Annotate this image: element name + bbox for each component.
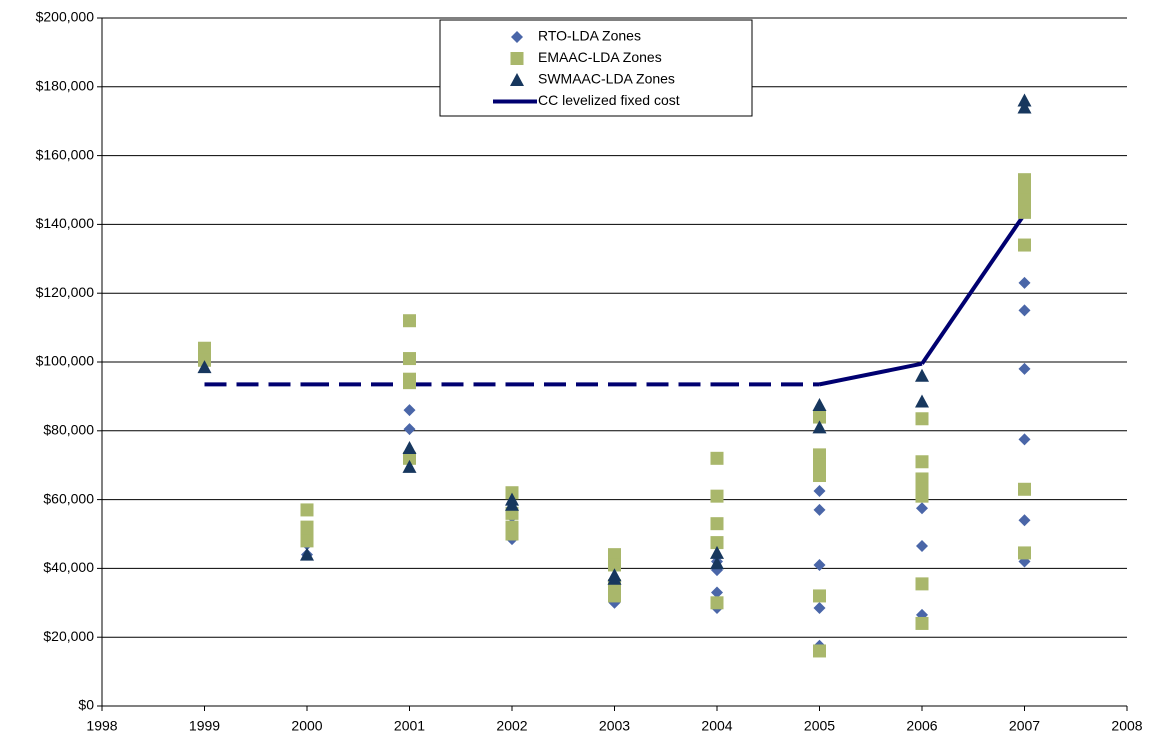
point xyxy=(1018,173,1031,187)
point xyxy=(915,472,929,486)
point xyxy=(915,368,929,382)
point xyxy=(915,577,929,591)
y-tick-label: $140,000 xyxy=(36,215,95,231)
point xyxy=(812,420,827,434)
y-tick-label: $80,000 xyxy=(43,422,94,438)
point xyxy=(1018,193,1031,207)
x-tick-label: 1998 xyxy=(86,718,117,734)
x-tick-label: 2005 xyxy=(804,718,835,734)
legend-label: CC levelized fixed cost xyxy=(538,92,680,108)
point xyxy=(813,558,826,571)
point xyxy=(813,485,826,497)
point xyxy=(812,398,827,411)
point xyxy=(608,558,621,572)
point xyxy=(710,489,724,503)
legend-marker xyxy=(510,52,524,65)
legend-marker xyxy=(511,31,523,43)
legend-marker xyxy=(510,73,524,86)
point xyxy=(813,589,826,603)
cost-line xyxy=(819,361,923,387)
point xyxy=(710,536,724,550)
point xyxy=(1018,514,1031,527)
point xyxy=(403,314,416,328)
y-tick-label: $160,000 xyxy=(36,146,95,162)
point xyxy=(916,502,928,515)
point xyxy=(813,601,826,614)
x-tick-label: 2001 xyxy=(394,718,425,734)
y-tick-label: $200,000 xyxy=(36,9,95,25)
point xyxy=(710,556,724,570)
point xyxy=(915,394,929,408)
point xyxy=(711,586,723,599)
point xyxy=(403,451,416,465)
legend-box xyxy=(439,19,753,117)
point xyxy=(813,644,826,658)
point xyxy=(710,517,724,531)
point xyxy=(813,469,826,483)
x-tick-label: 2007 xyxy=(1009,718,1040,734)
y-tick-label: $40,000 xyxy=(43,559,94,575)
point xyxy=(1018,205,1031,219)
point xyxy=(1018,546,1031,560)
point xyxy=(607,571,622,585)
point xyxy=(402,459,417,473)
x-tick-label: 1999 xyxy=(189,718,220,734)
point xyxy=(608,548,621,562)
x-tick-label: 2002 xyxy=(496,718,527,734)
point xyxy=(710,596,724,610)
point xyxy=(1018,183,1031,197)
point xyxy=(300,547,314,561)
point xyxy=(1017,93,1032,107)
point xyxy=(915,616,929,630)
point xyxy=(915,455,929,469)
point xyxy=(403,404,416,417)
point xyxy=(710,451,724,465)
point xyxy=(710,545,724,559)
point xyxy=(402,441,417,454)
point xyxy=(916,540,928,553)
legend-label: RTO-LDA Zones xyxy=(538,28,641,44)
point xyxy=(505,497,519,511)
point xyxy=(197,360,212,374)
x-tick-label: 2003 xyxy=(599,718,630,734)
point xyxy=(915,412,929,426)
point xyxy=(813,410,826,424)
point xyxy=(1018,276,1031,289)
point xyxy=(813,458,826,472)
point xyxy=(813,503,826,516)
point xyxy=(403,352,416,366)
point xyxy=(1018,304,1031,317)
y-tick-label: $20,000 xyxy=(43,628,94,644)
legend-label: SWMAAC-LDA Zones xyxy=(538,71,675,87)
point xyxy=(1018,433,1031,446)
y-tick-label: $0 xyxy=(78,697,94,713)
y-tick-label: $180,000 xyxy=(36,78,95,94)
y-tick-label: $60,000 xyxy=(43,490,94,506)
point xyxy=(1018,238,1031,252)
cost-line xyxy=(920,212,1027,365)
point xyxy=(300,503,314,517)
point xyxy=(403,423,416,436)
point xyxy=(1017,100,1032,114)
point xyxy=(915,489,929,503)
point xyxy=(505,527,519,541)
legend: RTO-LDA Zones EMAAC-LDA Zones SWMAAC-LDA Z… xyxy=(439,19,753,117)
point xyxy=(300,534,314,548)
point xyxy=(813,448,826,462)
point xyxy=(608,589,621,603)
x-tick-label: 2004 xyxy=(701,718,732,734)
x-tick-label: 2006 xyxy=(906,718,937,734)
point xyxy=(403,376,416,390)
legend-label: EMAAC-LDA Zones xyxy=(538,49,662,65)
y-tick-label: $120,000 xyxy=(36,284,95,300)
point xyxy=(1018,362,1031,375)
x-tick-label: 2000 xyxy=(291,718,322,734)
point xyxy=(1018,482,1031,496)
x-tick-label: 2008 xyxy=(1111,718,1142,734)
y-tick-label: $100,000 xyxy=(36,353,95,369)
